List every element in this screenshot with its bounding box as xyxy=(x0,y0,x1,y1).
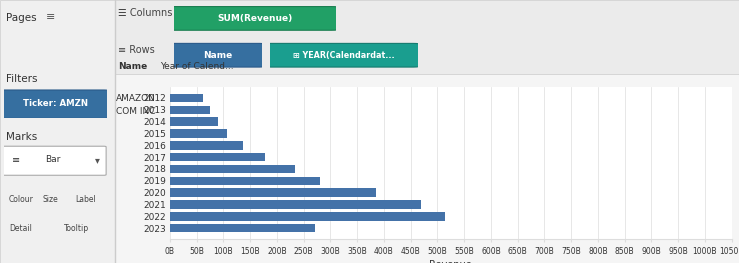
Bar xyxy=(170,94,202,102)
Text: Pages: Pages xyxy=(6,13,36,23)
Text: Size: Size xyxy=(42,195,58,204)
Bar xyxy=(170,141,242,150)
Text: AMAZON
COM INC: AMAZON COM INC xyxy=(116,94,156,116)
Text: Tooltip: Tooltip xyxy=(64,224,89,232)
Text: Name: Name xyxy=(118,62,148,71)
Bar xyxy=(170,176,320,185)
X-axis label: Revenue: Revenue xyxy=(429,260,472,263)
Text: ≡: ≡ xyxy=(46,12,55,22)
Text: Bar: Bar xyxy=(45,155,61,164)
Text: Label: Label xyxy=(75,195,96,204)
Text: Colour: Colour xyxy=(9,195,34,204)
Text: Year of Calend...: Year of Calend... xyxy=(160,62,234,71)
Bar xyxy=(170,117,217,126)
Text: ≡: ≡ xyxy=(12,155,20,165)
FancyBboxPatch shape xyxy=(3,146,106,175)
Text: ≡ Rows: ≡ Rows xyxy=(118,45,155,55)
Text: ▾: ▾ xyxy=(95,155,100,165)
Bar xyxy=(170,200,421,209)
Bar xyxy=(170,129,227,138)
FancyBboxPatch shape xyxy=(167,7,339,30)
Bar xyxy=(170,105,210,114)
Bar xyxy=(170,153,265,161)
Text: SUM(Revenue): SUM(Revenue) xyxy=(217,14,293,23)
FancyBboxPatch shape xyxy=(0,90,109,118)
FancyBboxPatch shape xyxy=(170,43,264,67)
Text: Filters: Filters xyxy=(6,74,38,84)
Text: Ticker: AMZN: Ticker: AMZN xyxy=(23,99,88,108)
Text: Marks: Marks xyxy=(6,132,37,141)
Bar xyxy=(170,224,316,232)
FancyBboxPatch shape xyxy=(264,43,420,67)
Text: Detail: Detail xyxy=(9,224,32,232)
Text: Name: Name xyxy=(203,51,233,60)
Text: ⊞ YEAR(Calendardat...: ⊞ YEAR(Calendardat... xyxy=(293,51,395,60)
Text: ☰ Columns: ☰ Columns xyxy=(118,8,173,18)
Bar xyxy=(170,188,376,197)
Bar xyxy=(170,165,295,173)
Bar xyxy=(170,212,445,221)
